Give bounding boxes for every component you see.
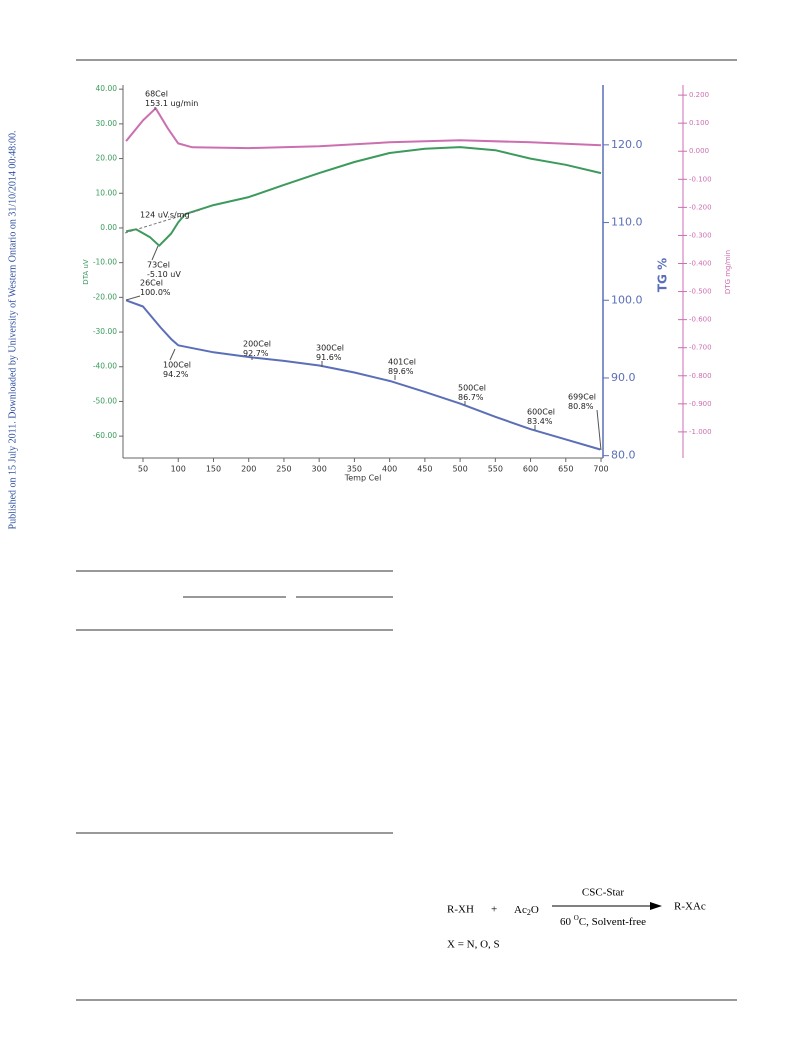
x-axis-label: Temp Cel [344,474,382,483]
y-tick-label: -30.00 [93,327,117,336]
x-tick-label: 50 [138,465,148,474]
y2-tick-label: 90.0 [611,371,636,384]
x-tick-label: 250 [276,465,291,474]
y2-axis-label: TG % [656,258,670,292]
y-tick-label: 20.00 [96,154,118,163]
annotation: 100.0% [140,288,171,297]
annotation-leader [169,348,176,361]
y-tick-label: -40.00 [93,362,117,371]
annotation: 401Cel [388,358,416,367]
y-tick-label: -10.00 [93,258,117,267]
annotation: 153.1 ug/min [145,99,198,108]
annotation: 100Cel [163,361,191,370]
plus: + [491,904,497,916]
x-tick-label: 200 [241,465,256,474]
y3-tick-label: -0.700 [689,344,712,352]
data-line [125,107,602,150]
y2-tick-label: 110.0 [611,216,643,229]
y3-tick-label: 0.200 [689,91,709,99]
reactant: R-XH [447,904,474,916]
annotation: 600Cel [527,408,555,417]
y3-tick-label: -0.900 [689,400,712,408]
y-tick-label: 30.00 [96,119,118,128]
annotation: -5.10 uV [147,270,181,279]
y3-axis-label: DTG mg/min [724,250,732,294]
y-tick-label: 10.00 [96,188,118,197]
y3-tick-label: 0.100 [689,119,709,127]
y2-tick-label: 100.0 [611,293,643,306]
annotation: 91.6% [316,353,342,362]
y3-tick-label: -0.500 [689,288,712,296]
scheme-note: X = N, O, S [447,939,500,951]
annotation-leader [125,295,141,301]
y3-tick-label: 0.000 [689,147,709,155]
data-line [125,146,602,247]
y-tick-label: 40.00 [96,84,118,93]
annotation: 80.8% [568,402,594,411]
x-tick-label: 650 [558,465,573,474]
baseline-dash [124,209,201,234]
y3-tick-label: -0.200 [689,203,712,211]
annotation: 68Cel [145,90,168,99]
catalyst: CSC-Star [582,887,625,899]
annotation: 83.4% [527,417,553,426]
annotation-leader [596,409,602,451]
x-tick-label: 500 [452,465,467,474]
annotation: 86.7% [458,393,484,402]
y-tick-label: -60.00 [93,431,117,440]
x-tick-label: 150 [206,465,221,474]
annotation: 500Cel [458,384,486,393]
data-line [125,299,601,451]
y2-tick-label: 120.0 [611,138,643,151]
x-tick-label: 550 [488,465,503,474]
conditions: 60 OC, Solvent-free [560,914,646,928]
y3-tick-label: -0.800 [689,372,712,380]
x-tick-label: 400 [382,465,397,474]
arrow-head [650,902,662,910]
x-tick-label: 100 [171,465,186,474]
table-rules [76,570,393,834]
annotation: 92.7% [243,349,269,358]
annotation: 300Cel [316,344,344,353]
annotation: 73Cel [147,261,170,270]
product: R-XAc [674,901,706,913]
reagent: Ac2O [514,904,539,917]
x-tick-label: 450 [417,465,432,474]
annotation-leader [151,245,159,261]
annotation: 124 uV.s/mg [140,211,190,220]
x-tick-label: 350 [347,465,362,474]
y-tick-label: -50.00 [93,396,117,405]
annotation: 89.6% [388,367,414,376]
y-axis-label: DTA uV [82,259,90,285]
y3-tick-label: -0.400 [689,260,712,268]
annotation: 94.2% [163,370,189,379]
y3-tick-label: -0.100 [689,175,712,183]
side-note: Published on 15 July 2011. Downloaded by… [7,131,18,530]
annotation: 699Cel [568,393,596,402]
reaction-scheme: R-XH + Ac2O CSC-Star 60 OC, Solvent-free… [447,887,706,951]
y2-tick-label: 80.0 [611,449,636,462]
annotation: 26Cel [140,279,163,288]
x-tick-label: 600 [523,465,538,474]
y3-tick-label: -1.000 [689,428,712,436]
annotation: 200Cel [243,340,271,349]
y3-tick-label: -0.600 [689,316,712,324]
y3-tick-label: -0.300 [689,231,712,239]
x-tick-label: 300 [312,465,327,474]
y-tick-label: -20.00 [93,292,117,301]
y-tick-label: 0.00 [100,223,117,232]
x-tick-label: 700 [593,465,608,474]
